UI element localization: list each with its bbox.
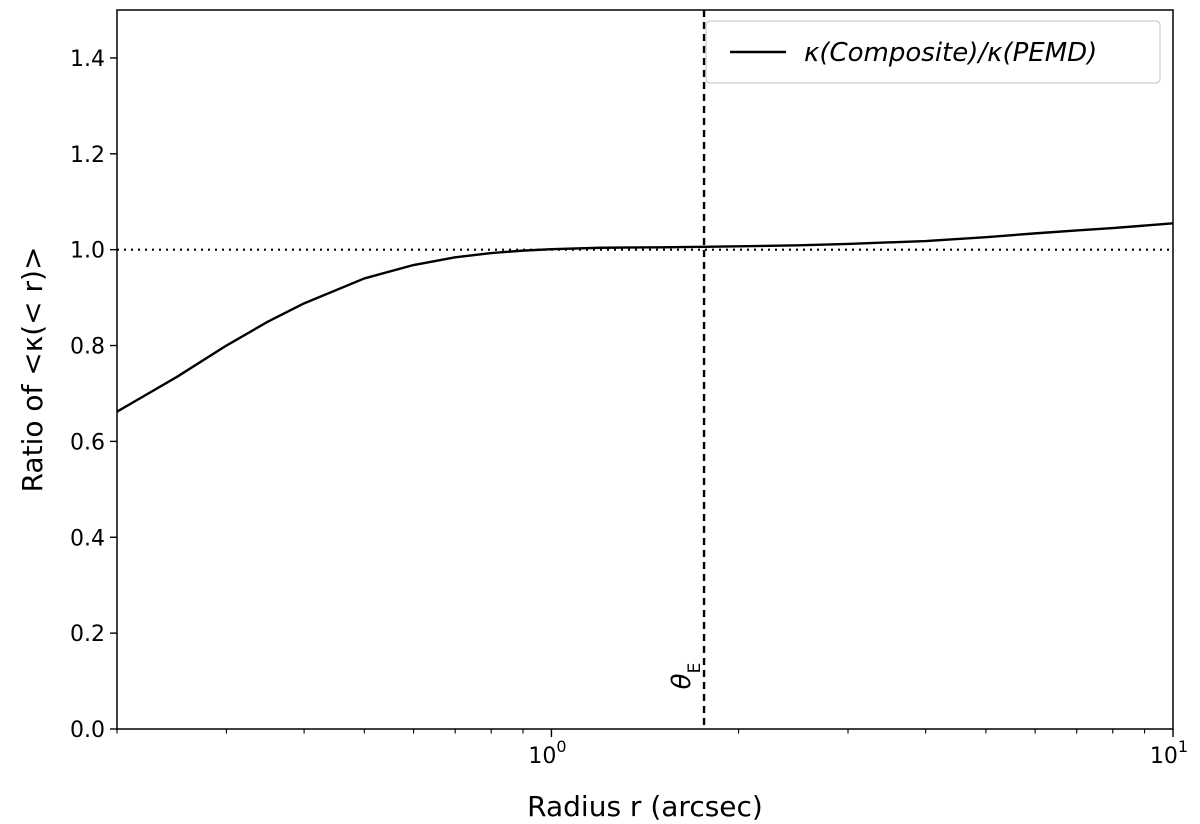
legend-entry: κ(Composite)/κ(PEMD): [804, 38, 1097, 68]
y-tick-label: 0.4: [70, 526, 105, 551]
plot-frame: [116, 9, 1174, 730]
y-tick-label: 0.2: [70, 622, 105, 647]
y-tick-label: 0.6: [70, 430, 105, 455]
x-tick-label: 100: [528, 737, 566, 769]
series-line: [116, 222, 1174, 413]
x-tick-label: 101: [1150, 737, 1188, 769]
y-tick-label: 1.4: [70, 47, 105, 72]
reference-lines: [117, 10, 1173, 729]
x-axis-label: Radius r (arcsec): [527, 790, 763, 823]
x-axis-ticks: 100 101: [116, 729, 1188, 769]
y-tick-label: 0.8: [70, 335, 105, 360]
series-lines: [116, 222, 1174, 413]
y-axis-ticks: 0.0 0.2 0.4 0.6 0.8 1.0 1.2 1.4: [70, 47, 117, 743]
legend: κ(Composite)/κ(PEMD): [705, 20, 1161, 84]
y-axis-label: Ratio of <κ(< r)>: [16, 247, 49, 493]
legend-box: [705, 20, 1161, 84]
y-tick-label: 0.0: [70, 718, 105, 743]
y-tick-label: 1.0: [70, 239, 105, 264]
theta-e-label: θE: [667, 663, 705, 690]
y-tick-label: 1.2: [70, 143, 105, 168]
